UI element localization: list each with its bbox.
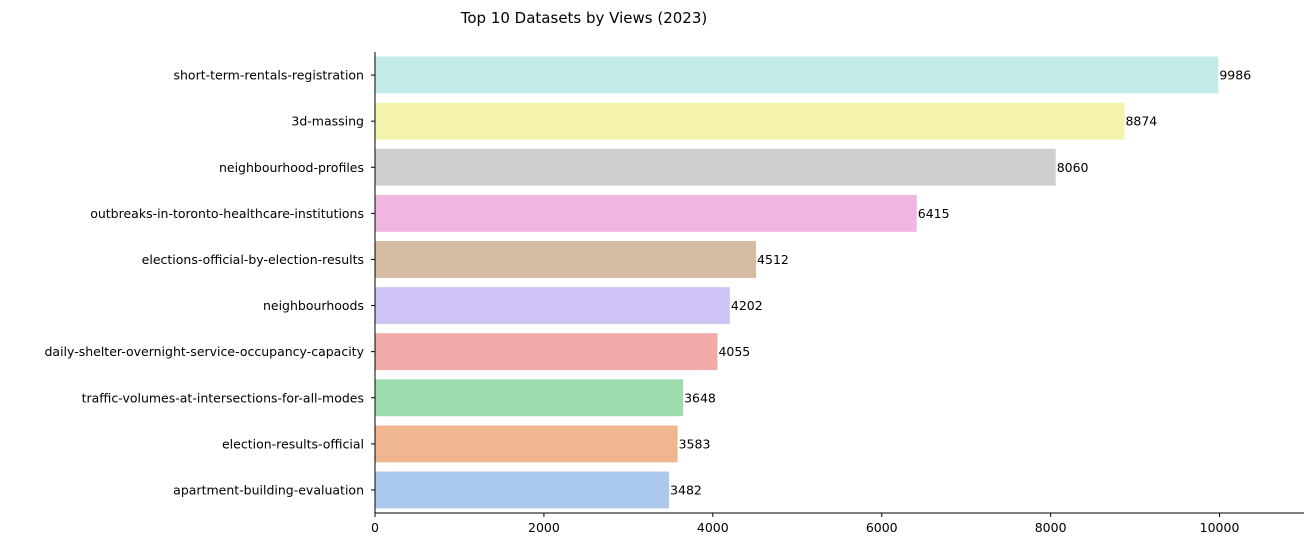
bar-value-label: 4512: [757, 252, 789, 267]
bar: [375, 194, 917, 232]
y-tick-label: elections-official-by-election-results: [142, 252, 364, 267]
bars-group: 9986 8874 8060 6415 4512 4202 4055 3648 3583 3482: [375, 56, 1251, 509]
y-tick-label: election-results-official: [222, 436, 364, 451]
bar: [375, 471, 670, 509]
x-axis: 0 2000 4000 6000 8000 10000: [371, 512, 1304, 535]
bar-value-label: 3482: [670, 482, 702, 497]
y-tick-label: apartment-building-evaluation: [173, 482, 364, 497]
bar-value-label: 4202: [731, 298, 763, 313]
x-tick-label: 0: [371, 520, 379, 535]
y-axis: short-term-rentals-registration 3d-massin…: [44, 52, 376, 513]
bar-value-label: 6415: [918, 206, 950, 221]
y-tick-label: daily-shelter-overnight-service-occupanc…: [44, 344, 364, 359]
bar: [375, 425, 678, 463]
bar-value-label: 8060: [1057, 160, 1089, 175]
bar-value-label: 3648: [684, 390, 716, 405]
x-tick-label: 8000: [1035, 520, 1067, 535]
y-tick-label: traffic-volumes-at-intersections-for-all…: [82, 390, 364, 405]
y-tick-label: 3d-massing: [291, 114, 364, 129]
bar: [375, 287, 730, 324]
y-tick-label: outbreaks-in-toronto-healthcare-institut…: [90, 206, 364, 221]
x-tick-label: 4000: [697, 520, 729, 535]
x-tick-label: 6000: [866, 520, 898, 535]
x-tick-label: 2000: [528, 520, 560, 535]
bar-value-label: 4055: [718, 344, 750, 359]
y-tick-label: neighbourhood-profiles: [219, 160, 364, 175]
bar-value-label: 9986: [1219, 68, 1251, 83]
bar-value-label: 8874: [1125, 114, 1157, 129]
x-tick-label: 10000: [1200, 520, 1240, 535]
bar: [375, 148, 1056, 186]
y-tick-label: neighbourhoods: [263, 298, 364, 313]
y-tick-label: short-term-rentals-registration: [174, 68, 365, 83]
bar: [375, 241, 757, 278]
bar: [375, 379, 684, 417]
chart-title: Top 10 Datasets by Views (2023): [460, 9, 707, 27]
bar-value-label: 3583: [679, 436, 711, 451]
bar: [375, 102, 1125, 140]
bar: [375, 333, 718, 371]
bar: [375, 56, 1219, 94]
